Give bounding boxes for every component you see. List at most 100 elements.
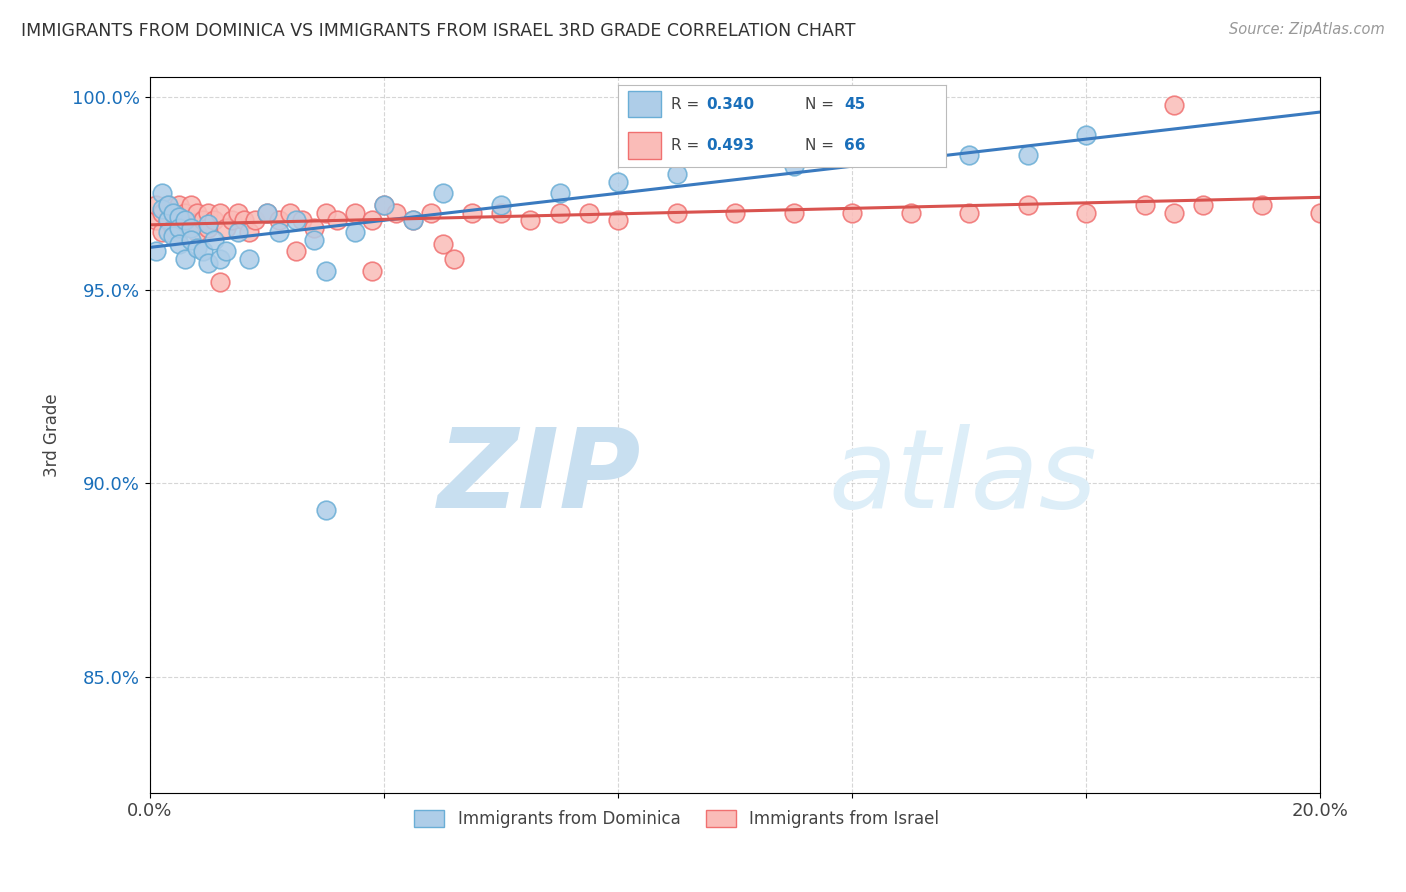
Point bbox=[724, 147, 747, 161]
Point bbox=[285, 213, 308, 227]
Point bbox=[197, 221, 219, 235]
Point bbox=[361, 213, 384, 227]
Point bbox=[221, 213, 243, 227]
Point bbox=[215, 244, 238, 259]
Point bbox=[361, 264, 384, 278]
Point bbox=[343, 225, 366, 239]
Legend: Immigrants from Dominica, Immigrants from Israel: Immigrants from Dominica, Immigrants fro… bbox=[408, 803, 945, 834]
Point bbox=[489, 206, 512, 220]
Point bbox=[841, 147, 863, 161]
Point bbox=[197, 206, 219, 220]
Point bbox=[202, 213, 225, 227]
Point bbox=[191, 213, 214, 227]
Point bbox=[724, 206, 747, 220]
Point bbox=[156, 213, 179, 227]
Point bbox=[145, 213, 167, 227]
Point bbox=[202, 233, 225, 247]
Point bbox=[145, 244, 167, 259]
Point bbox=[180, 218, 202, 232]
Point bbox=[267, 225, 290, 239]
Point bbox=[191, 244, 214, 259]
Point bbox=[238, 252, 260, 267]
Point bbox=[285, 244, 308, 259]
Point bbox=[197, 256, 219, 270]
Point bbox=[226, 206, 249, 220]
Point bbox=[256, 206, 278, 220]
Point bbox=[548, 206, 571, 220]
Point bbox=[1163, 97, 1185, 112]
Point bbox=[280, 206, 302, 220]
Point bbox=[167, 221, 190, 235]
Point bbox=[315, 264, 337, 278]
Point bbox=[174, 252, 197, 267]
Text: Source: ZipAtlas.com: Source: ZipAtlas.com bbox=[1229, 22, 1385, 37]
Point bbox=[665, 206, 688, 220]
Point bbox=[162, 229, 184, 244]
Point bbox=[209, 206, 232, 220]
Point bbox=[167, 236, 190, 251]
Point bbox=[174, 206, 197, 220]
Point bbox=[957, 206, 980, 220]
Point bbox=[841, 206, 863, 220]
Point bbox=[461, 206, 484, 220]
Point bbox=[900, 136, 922, 150]
Point bbox=[957, 147, 980, 161]
Point bbox=[215, 221, 238, 235]
Point bbox=[186, 225, 208, 239]
Point bbox=[443, 252, 465, 267]
Point bbox=[302, 233, 325, 247]
Point bbox=[1192, 198, 1215, 212]
Point bbox=[150, 202, 173, 216]
Point bbox=[373, 198, 395, 212]
Point bbox=[419, 206, 441, 220]
Point bbox=[548, 186, 571, 201]
Point bbox=[1309, 206, 1331, 220]
Point bbox=[209, 276, 232, 290]
Point bbox=[373, 198, 395, 212]
Point bbox=[519, 213, 541, 227]
Point bbox=[156, 198, 179, 212]
Point bbox=[150, 225, 173, 239]
Point bbox=[150, 206, 173, 220]
Point bbox=[291, 213, 314, 227]
Point bbox=[232, 213, 254, 227]
Point bbox=[315, 206, 337, 220]
Point bbox=[607, 175, 630, 189]
Point bbox=[1076, 206, 1098, 220]
Point bbox=[783, 160, 806, 174]
Point bbox=[156, 225, 179, 239]
Point bbox=[156, 213, 179, 227]
Point bbox=[783, 206, 806, 220]
Point bbox=[167, 210, 190, 224]
Point bbox=[1017, 198, 1039, 212]
Text: IMMIGRANTS FROM DOMINICA VS IMMIGRANTS FROM ISRAEL 3RD GRADE CORRELATION CHART: IMMIGRANTS FROM DOMINICA VS IMMIGRANTS F… bbox=[21, 22, 856, 40]
Point bbox=[162, 221, 184, 235]
Point bbox=[238, 225, 260, 239]
Point bbox=[186, 206, 208, 220]
Point bbox=[167, 225, 190, 239]
Point bbox=[167, 213, 190, 227]
Point bbox=[174, 213, 197, 227]
Y-axis label: 3rd Grade: 3rd Grade bbox=[44, 393, 60, 477]
Point bbox=[607, 213, 630, 227]
Point bbox=[384, 206, 406, 220]
Point bbox=[402, 213, 425, 227]
Point bbox=[432, 236, 454, 251]
Point bbox=[343, 206, 366, 220]
Point bbox=[302, 221, 325, 235]
Point bbox=[1076, 128, 1098, 143]
Point bbox=[162, 206, 184, 220]
Point bbox=[145, 198, 167, 212]
Text: atlas: atlas bbox=[828, 425, 1098, 532]
Point bbox=[209, 252, 232, 267]
Point bbox=[186, 241, 208, 255]
Point bbox=[150, 186, 173, 201]
Point bbox=[665, 167, 688, 181]
Point bbox=[900, 206, 922, 220]
Point bbox=[1163, 206, 1185, 220]
Point bbox=[180, 233, 202, 247]
Point bbox=[180, 221, 202, 235]
Text: ZIP: ZIP bbox=[439, 425, 641, 532]
Point bbox=[226, 225, 249, 239]
Point bbox=[315, 503, 337, 517]
